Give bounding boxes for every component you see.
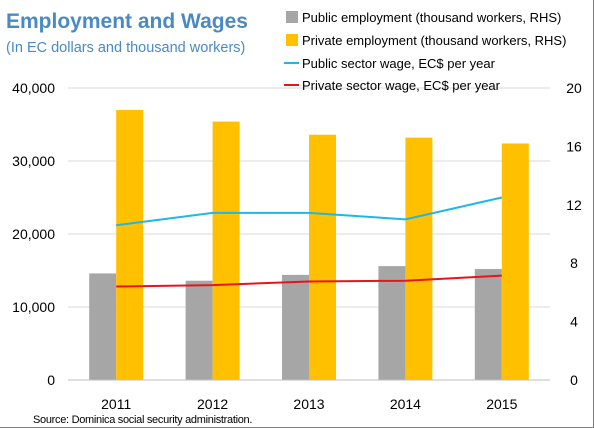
x-tick-label: 2014 xyxy=(390,396,421,412)
bar-private-employment xyxy=(405,137,433,380)
title-bar xyxy=(0,0,593,8)
right-tick-label: 8 xyxy=(570,255,578,271)
left-tick-label: 0 xyxy=(47,372,55,388)
x-tick-label: 2015 xyxy=(486,396,517,412)
left-tick-label: 40,000 xyxy=(12,80,55,96)
chart-subtitle: (In EC dollars and thousand workers) xyxy=(6,40,246,56)
chart-title: Employment and Wages xyxy=(6,10,248,33)
private-wage-line xyxy=(116,274,502,288)
legend-swatch xyxy=(286,11,298,23)
bars xyxy=(89,109,529,381)
bar-private-employment xyxy=(309,134,336,380)
public-wage-line xyxy=(116,196,503,227)
source-note: Source: Dominica social security adminis… xyxy=(33,414,253,426)
x-tick-label: 2012 xyxy=(197,396,228,412)
legend-label: Public sector wage, EC$ per year xyxy=(302,56,496,71)
line-series xyxy=(116,196,503,288)
bar-public-employment xyxy=(89,273,117,380)
legend-swatch xyxy=(286,34,298,46)
right-tick-label: 20 xyxy=(566,80,582,96)
legend-label: Private sector wage, EC$ per year xyxy=(302,78,501,93)
bar-public-employment xyxy=(378,266,406,380)
right-tick-label: 16 xyxy=(566,138,582,154)
legend-label: Public employment (thousand workers, RHS… xyxy=(302,10,561,25)
x-tick-label: 2011 xyxy=(101,396,131,412)
legend: Public employment (thousand workers, RHS… xyxy=(284,10,566,93)
bar-private-employment xyxy=(501,143,529,380)
bar-public-employment xyxy=(474,269,502,380)
right-tick-label: 0 xyxy=(570,372,578,388)
bar-private-employment xyxy=(212,121,240,380)
bar-private-employment xyxy=(116,109,144,381)
bar-public-employment xyxy=(282,274,309,380)
bar-public-employment xyxy=(185,280,213,380)
left-tick-label: 30,000 xyxy=(12,153,55,169)
left-tick-label: 20,000 xyxy=(12,226,55,242)
axes: 0 10,000 20,000 30,000 40,000 0 4 8 12 16 20 2011 20… xyxy=(12,80,582,412)
legend-label: Private employment (thousand workers, RH… xyxy=(302,33,566,48)
right-tick-label: 4 xyxy=(570,314,578,330)
right-tick-label: 12 xyxy=(566,197,582,213)
left-tick-label: 10,000 xyxy=(12,299,55,315)
x-tick-label: 2013 xyxy=(293,396,324,412)
